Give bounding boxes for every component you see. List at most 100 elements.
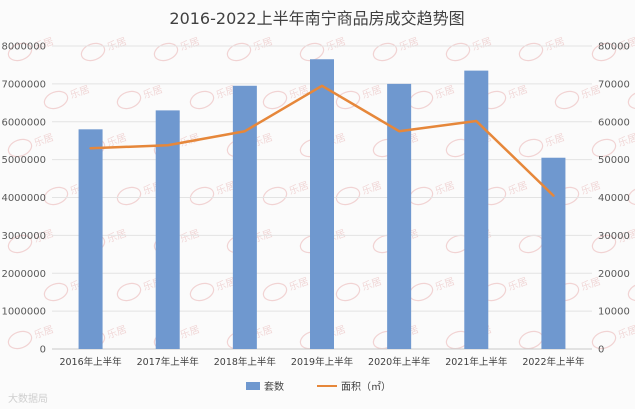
watermark-mark: 乐居 <box>262 179 310 206</box>
watermark-mark: 乐居 <box>189 275 237 302</box>
legend-label-bar: 套数 <box>264 380 284 393</box>
x-tick-label: 2019年上半年 <box>291 356 354 368</box>
watermark-mark: 乐居 <box>627 282 635 302</box>
svg-text:乐居: 乐居 <box>32 131 55 149</box>
svg-text:乐居: 乐居 <box>68 83 91 101</box>
watermark-mark: 乐居 <box>408 83 456 110</box>
watermark-mark: 乐居 <box>335 179 383 206</box>
svg-text:乐居: 乐居 <box>251 35 274 53</box>
watermark-mark: 乐居 <box>518 35 566 62</box>
watermark-mark: 乐居 <box>262 275 310 302</box>
bar <box>541 157 566 349</box>
line-path <box>89 84 555 197</box>
bar <box>155 110 180 349</box>
x-tick-label: 2022年上半年 <box>522 356 585 368</box>
right-tick-label: 10000 <box>598 307 630 318</box>
left-tick-label: 7000000 <box>1 79 46 90</box>
right-tick-label: 70000 <box>598 79 630 90</box>
svg-text:乐居: 乐居 <box>287 275 310 293</box>
watermark-mark: 乐居 <box>226 35 274 62</box>
bar <box>310 59 334 349</box>
right-tick-label: 80000 <box>598 42 630 53</box>
svg-text:乐居: 乐居 <box>506 275 529 293</box>
svg-text:乐居: 乐居 <box>178 35 201 53</box>
svg-text:乐居: 乐居 <box>470 35 493 53</box>
bar-series <box>78 59 566 350</box>
svg-text:乐居: 乐居 <box>543 131 566 149</box>
left-tick-label: 6000000 <box>1 117 46 128</box>
corner-caption: 大数据局 <box>8 392 48 405</box>
svg-text:乐居: 乐居 <box>141 83 164 101</box>
svg-text:乐居: 乐居 <box>324 35 347 53</box>
svg-text:乐居: 乐居 <box>178 227 201 245</box>
right-tick-label: 20000 <box>598 269 630 280</box>
watermark-mark: 乐居 <box>335 275 383 302</box>
watermark-mark: 乐居 <box>80 35 128 62</box>
left-tick-label: 3000000 <box>1 231 46 242</box>
watermark-mark: 乐居 <box>7 323 55 350</box>
left-tick-label: 4000000 <box>1 193 46 204</box>
watermark-mark: 乐居 <box>627 90 635 110</box>
bar <box>387 83 412 349</box>
svg-text:乐居: 乐居 <box>287 179 310 197</box>
watermark-mark: 乐居 <box>299 35 347 62</box>
right-axis-ticks: 0 10000 20000 30000 40000 50000 60000 70000 8000… <box>598 42 630 356</box>
watermark-mark: 乐居 <box>189 83 237 110</box>
watermark-mark: 乐居 <box>445 35 493 62</box>
left-axis-ticks: 0 1000000 2000000 3000000 4000000 5000000 6000… <box>1 42 46 356</box>
svg-text:乐居: 乐居 <box>506 179 529 197</box>
watermark-mark: 乐居 <box>372 35 420 62</box>
svg-text:乐居: 乐居 <box>433 179 456 197</box>
watermark-mark: 乐居 <box>554 83 602 110</box>
bar <box>464 70 489 350</box>
right-tick-label: 40000 <box>598 193 630 204</box>
svg-text:乐居: 乐居 <box>105 35 128 53</box>
line-series <box>89 84 555 197</box>
x-tick-label: 2020年上半年 <box>368 356 431 368</box>
bar <box>232 85 257 350</box>
x-tick-label: 2021年上半年 <box>445 356 508 368</box>
watermark-mark: 乐居 <box>116 83 164 110</box>
chart-title: 2016-2022上半年南宁商品房成交趋势图 <box>169 9 464 28</box>
watermark-mark: 乐居 <box>43 83 91 110</box>
right-tick-label: 30000 <box>598 231 630 242</box>
watermark-mark: 乐居 <box>189 179 237 206</box>
svg-text:乐居: 乐居 <box>506 83 529 101</box>
bar <box>78 129 103 349</box>
watermark-mark: 乐居 <box>408 179 456 206</box>
left-tick-label: 2000000 <box>1 269 46 280</box>
left-tick-label: 5000000 <box>1 155 46 166</box>
svg-text:乐居: 乐居 <box>433 275 456 293</box>
svg-text:乐居: 乐居 <box>616 323 635 341</box>
watermark-mark: 乐居 <box>518 131 566 158</box>
svg-text:乐居: 乐居 <box>360 179 383 197</box>
x-axis-ticks: 2016年上半年 2017年上半年 2018年上半年 2019年上半年 2020年上半年… <box>59 356 585 368</box>
svg-text:乐居: 乐居 <box>105 323 128 341</box>
right-tick-label: 60000 <box>598 117 630 128</box>
watermark-mark: 乐居 <box>153 35 201 62</box>
right-tick-label: 50000 <box>598 155 630 166</box>
legend-label-line: 面积（㎡） <box>341 381 391 393</box>
svg-text:乐居: 乐居 <box>360 275 383 293</box>
svg-text:乐居: 乐居 <box>397 35 420 53</box>
svg-text:乐居: 乐居 <box>360 83 383 101</box>
left-tick-label: 0 <box>40 345 46 356</box>
svg-text:乐居: 乐居 <box>616 131 635 149</box>
svg-text:乐居: 乐居 <box>543 35 566 53</box>
watermark-mark: 乐居 <box>591 323 635 350</box>
svg-text:乐居: 乐居 <box>433 83 456 101</box>
svg-text:乐居: 乐居 <box>32 323 55 341</box>
x-tick-label: 2016年上半年 <box>59 356 122 368</box>
x-tick-label: 2017年上半年 <box>137 356 200 368</box>
watermark-mark: 乐居 <box>408 275 456 302</box>
svg-text:乐居: 乐居 <box>105 227 128 245</box>
svg-text:乐居: 乐居 <box>178 323 201 341</box>
x-tick-label: 2018年上半年 <box>214 356 277 368</box>
legend-swatch-bar <box>246 382 260 390</box>
left-tick-label: 1000000 <box>1 307 46 318</box>
watermark-mark: 乐居 <box>627 186 635 206</box>
legend: 套数 面积（㎡） <box>246 380 391 393</box>
right-tick-label: 0 <box>598 345 604 356</box>
